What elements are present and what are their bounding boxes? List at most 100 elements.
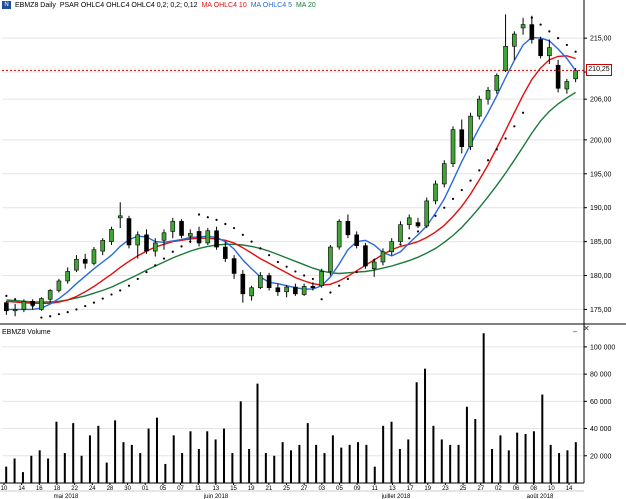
volume-bar — [38, 450, 41, 483]
date-tick-label: 11 — [372, 486, 379, 492]
candle-body — [223, 246, 228, 259]
psar-dot — [136, 277, 139, 281]
volume-bar — [130, 444, 133, 483]
psar-dot — [180, 245, 183, 248]
candle-body — [573, 70, 578, 80]
candle-body — [249, 287, 254, 297]
candle-body — [328, 246, 333, 272]
volume-bar — [424, 368, 427, 483]
date-axis-ticks: 10 14 16 18 22 24 28 30 01 05 07 11 13 15 19 21 25 27 03 05… — [1, 483, 573, 499]
candle-body — [520, 24, 526, 29]
volume-bar — [214, 439, 217, 483]
chart-type-icon[interactable]: N — [2, 1, 11, 9]
price-tick-label: 215,00 — [590, 36, 612, 43]
candle-body — [345, 220, 351, 236]
volume-bar — [574, 442, 577, 483]
date-tick-label: 27 — [301, 486, 308, 492]
volume-bar — [172, 435, 175, 483]
psar-dot — [565, 43, 568, 47]
volume-axis-ticks: 20 000 40 000 60 000 80 000 100 000 — [584, 344, 615, 460]
psar-dot — [241, 233, 244, 236]
date-tick-label: 05 — [336, 486, 343, 492]
psar-dot — [469, 179, 472, 182]
candle-body — [187, 233, 193, 237]
candle-body — [100, 239, 106, 252]
volume-bar — [281, 442, 284, 483]
volume-bar — [273, 455, 276, 483]
psar-dot — [127, 284, 131, 287]
candle-body — [301, 286, 307, 295]
candle-body — [47, 290, 53, 300]
date-tick-label: 08 — [530, 486, 537, 492]
candle-body — [56, 280, 62, 291]
volume-bar — [248, 448, 251, 483]
psar-dot — [224, 222, 227, 226]
psar-dot — [320, 298, 323, 301]
date-tick-label: 23 — [442, 486, 449, 492]
candle-body — [126, 218, 132, 246]
candle-body — [450, 129, 456, 164]
close-icon[interactable]: ✕ — [583, 324, 590, 333]
psar-dot — [408, 237, 411, 240]
candle-body — [275, 287, 281, 293]
minimize-icon[interactable]: _ — [573, 323, 577, 332]
candle-body — [564, 81, 570, 90]
candle-body — [363, 245, 368, 267]
volume-bar — [315, 444, 318, 483]
psar-dot — [215, 218, 218, 222]
ma10-label: MA OHLC4 10 — [201, 2, 247, 9]
date-tick-label: 11 — [195, 486, 202, 492]
symbol-label: EBMZ8 Daily — [15, 2, 56, 9]
date-tick-label: 02 — [495, 486, 502, 492]
volume-bar — [415, 382, 418, 483]
date-tick-label: 13 — [213, 486, 220, 492]
volume-bar — [30, 455, 33, 483]
volume-bar — [323, 453, 326, 483]
volume-bar — [47, 458, 50, 483]
candle-body — [21, 300, 27, 310]
candle-body — [152, 242, 158, 252]
psar-dot — [285, 265, 288, 268]
psar-dot — [521, 111, 525, 114]
candlesticks — [4, 14, 578, 317]
psar-dot — [84, 304, 87, 308]
volume-bar — [449, 444, 452, 483]
volume-bar — [549, 444, 552, 483]
volume-bar — [558, 453, 561, 483]
date-tick-label: 17 — [407, 486, 414, 492]
volume-bar — [80, 455, 83, 483]
volume-bar — [21, 472, 24, 483]
psar-dot — [75, 308, 78, 311]
volume-bar — [474, 419, 477, 483]
candle-body — [389, 241, 395, 253]
candle-body — [109, 229, 114, 242]
psar-dot — [416, 230, 420, 233]
candle-body — [293, 286, 298, 295]
candle-body — [284, 286, 289, 293]
psar-dot — [250, 240, 253, 243]
month-label: mai 2018 — [54, 494, 79, 499]
price-axis-ticks: 175,00 180,00 185,00 190,00 195,00 200,00 206,… — [584, 36, 612, 314]
date-tick-label: 27 — [477, 486, 484, 492]
psar-dot — [504, 137, 507, 140]
psar-dot — [338, 284, 341, 287]
psar-dot — [66, 311, 69, 314]
psar-dot — [268, 254, 271, 257]
volume-bar — [122, 442, 125, 483]
candle-body — [135, 234, 141, 246]
month-label: août 2018 — [527, 494, 554, 499]
candle-body — [529, 24, 535, 40]
psar-dot — [259, 247, 262, 250]
psar-label: PSAR OHLC4 OHLC4 OHLC4 0,2; 0,2; 0,12 — [59, 2, 198, 9]
volume-bar — [5, 466, 8, 483]
date-tick-label: 30 — [124, 486, 131, 492]
candle-body — [214, 230, 219, 248]
volume-bar — [482, 333, 485, 483]
candle-body — [319, 271, 324, 286]
psar-dot — [92, 301, 96, 304]
psar-dot — [478, 169, 481, 172]
candle-body — [459, 129, 465, 147]
volume-bar — [222, 428, 225, 483]
date-tick-label: 03 — [318, 486, 325, 492]
